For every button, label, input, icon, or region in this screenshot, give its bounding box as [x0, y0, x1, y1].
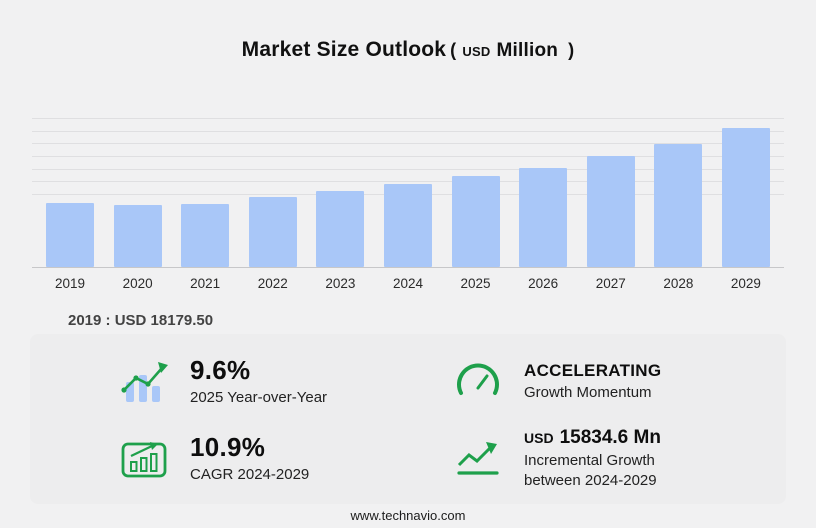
- cagr-label-prefix: CAGR: [190, 466, 234, 483]
- cagr-label-range: 2024-2029: [237, 466, 310, 483]
- speedometer-icon: [450, 363, 506, 399]
- incremental-value-line: USD 15834.6 Mn: [524, 427, 661, 449]
- incremental-value: 15834.6 Mn: [559, 426, 661, 448]
- stat-cagr: 10.9% CAGR 2024-2029: [30, 419, 408, 496]
- x-tick-2020: 2020: [122, 276, 153, 291]
- x-tick-2028: 2028: [663, 276, 694, 291]
- x-tick-2019: 2019: [54, 276, 86, 291]
- title-paren-open: (: [450, 40, 457, 60]
- bar-2025: [451, 176, 500, 267]
- bar-2023: [316, 190, 365, 267]
- momentum-title: ACCELERATING: [524, 360, 662, 380]
- title-text: Market Size Outlook: [241, 38, 447, 61]
- bar-2020: [113, 204, 162, 267]
- stat-yoy: 9.6% 2025 Year-over-Year: [30, 342, 408, 419]
- incremental-label-line1: Incremental Growth: [524, 451, 655, 469]
- x-tick-2026: 2026: [528, 276, 559, 291]
- stat-incremental-text: USD 15834.6 Mn Incremental Growth betwee…: [524, 427, 661, 489]
- yoy-label: 2025 Year-over-Year: [190, 389, 328, 406]
- gridline: [32, 118, 784, 119]
- stat-momentum-text: ACCELERATING Growth Momentum: [524, 361, 661, 401]
- gridline: [32, 181, 784, 183]
- incremental-currency: USD: [524, 429, 554, 446]
- momentum-label: Growth Momentum: [524, 383, 652, 401]
- market-size-bar-chart: 2019 2020 2021 2022 2023 2024 2025 2026 2027 2028…: [32, 118, 784, 291]
- x-tick-2029: 2029: [730, 276, 761, 291]
- website-url: www.technavio.com: [350, 508, 466, 523]
- bar-2022: [248, 197, 297, 267]
- bar-plot: [32, 118, 784, 267]
- stat-incremental: USD 15834.6 Mn Incremental Growth betwee…: [408, 419, 786, 496]
- bar-2027: [586, 155, 635, 267]
- bar-2026: [519, 167, 568, 267]
- bar-2021: [181, 203, 230, 267]
- cagr-chart-box-icon: [116, 436, 172, 480]
- title-paren-close: ): [568, 40, 575, 60]
- x-tick-2021: 2021: [190, 276, 221, 291]
- gridline: [32, 155, 784, 157]
- gridline: [32, 130, 784, 132]
- cagr-value: 10.9%: [190, 432, 266, 462]
- page-title: Market Size Outlook( USD Million ): [0, 0, 816, 62]
- bar-2029: [721, 127, 770, 267]
- x-tick-2027: 2027: [595, 276, 626, 291]
- cagr-label: CAGR 2024-2029: [190, 466, 309, 483]
- bar-2019: [46, 202, 94, 267]
- bar-2028: [654, 143, 703, 267]
- bar-plot-area: [32, 118, 784, 268]
- growth-arrow-icon: [450, 437, 506, 479]
- incremental-label-line2: between 2024-2029: [524, 471, 657, 489]
- yoy-bar-chart-icon: [116, 358, 172, 404]
- gridline: [32, 143, 784, 145]
- stat-yoy-text: 9.6% 2025 Year-over-Year: [190, 355, 327, 406]
- title-currency: USD: [462, 44, 491, 59]
- stat-momentum: ACCELERATING Growth Momentum: [408, 342, 786, 419]
- bar-2024: [383, 184, 432, 267]
- title-unit: Million: [496, 40, 559, 61]
- x-tick-2025: 2025: [460, 276, 491, 291]
- base-year-value-label: 2019 : USD 18179.50: [68, 312, 214, 329]
- stats-panel: 9.6% 2025 Year-over-Year ACCELERATING Gr…: [30, 334, 786, 504]
- yoy-value: 9.6%: [190, 355, 251, 385]
- x-tick-2023: 2023: [325, 276, 356, 291]
- x-tick-2022: 2022: [257, 276, 288, 291]
- x-tick-2024: 2024: [392, 276, 423, 291]
- x-axis-labels: 2019 2020 2021 2022 2023 2024 2025 2026 2027 2028…: [32, 268, 784, 291]
- gridline: [32, 168, 784, 170]
- stat-cagr-text: 10.9% CAGR 2024-2029: [190, 432, 309, 483]
